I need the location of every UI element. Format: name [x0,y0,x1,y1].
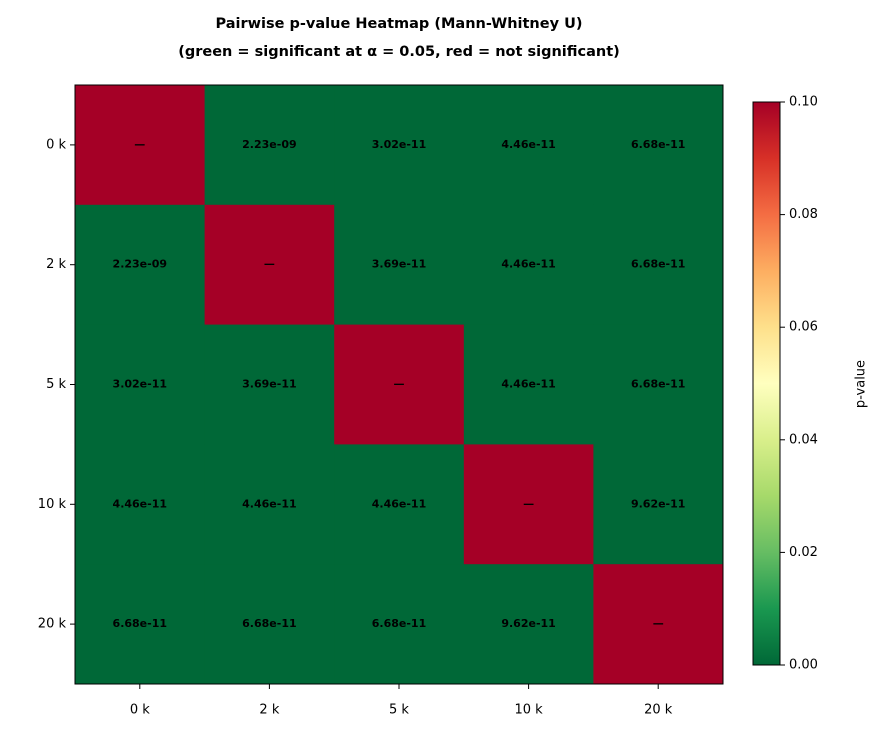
heatmap-cell [204,444,335,565]
y-tick-label: 5 k [46,377,66,392]
cell-label: — [523,497,534,510]
y-tick-label: 20 k [38,617,67,632]
cell-label: 2.23e-09 [242,138,296,151]
colorbar-tick-label: 0.08 [789,207,818,222]
x-tick-label: 2 k [259,703,279,718]
heatmap-cell [463,564,594,685]
heatmap-cell [204,204,335,326]
heatmap-cell [593,444,724,565]
heatmap-cell [593,324,724,445]
x-tick-label: 5 k [389,703,409,718]
y-tick-label: 10 k [38,497,67,512]
cell-label: 6.68e-11 [631,378,685,391]
colorbar-tick-label: 0.02 [789,545,818,560]
heatmap-cell [463,444,594,565]
heatmap-cell [463,324,594,445]
colorbar [752,101,781,666]
heatmap-cell [463,204,594,326]
x-tick-label: 10 k [514,703,543,718]
cell-label: 2.23e-09 [113,258,167,271]
y-tick-label: 0 k [46,137,66,152]
colorbar-tick-label: 0.00 [789,658,818,673]
cell-label: 9.62e-11 [501,617,555,630]
cell-label: 6.68e-11 [631,258,685,271]
cell-label: 4.46e-11 [113,497,167,510]
cell-label: 4.46e-11 [372,497,426,510]
cell-label: 6.68e-11 [113,617,167,630]
cell-label: 4.46e-11 [501,378,555,391]
heatmap-cell [334,324,465,445]
colorbar-tick-label: 0.04 [789,432,818,447]
heatmap-cell [593,204,724,326]
heatmap-cell [334,444,465,565]
cell-label: 3.69e-11 [242,378,296,391]
cell-label: — [394,378,405,391]
cell-label: 6.68e-11 [372,617,426,630]
cell-label: 6.68e-11 [631,138,685,151]
cell-label: — [653,617,664,630]
colorbar-tick-label: 0.06 [789,320,818,335]
heatmap-cell [334,85,465,206]
x-tick-label: 20 k [644,703,673,718]
heatmap-cell [334,204,465,326]
y-tick-label: 2 k [46,257,66,272]
heatmap-cell [204,324,335,445]
colorbar-label: p-value [854,360,869,408]
chart-title: Pairwise p-value Heatmap (Mann-Whitney U… [216,16,583,32]
heatmap-cell [334,564,465,685]
heatmap-cell [75,444,206,565]
cell-label: 6.68e-11 [242,617,296,630]
x-tick-label: 0 k [130,703,150,718]
cell-label: — [134,138,145,151]
heatmap-cell [75,564,206,685]
heatmap-cell [593,564,724,685]
heatmap-cell [75,324,206,445]
heatmap-cell [204,564,335,685]
cell-label: 4.46e-11 [501,258,555,271]
heatmap-cell [463,85,594,206]
heatmap-cell [593,85,724,206]
cell-label: 3.02e-11 [372,138,426,151]
heatmap-cell [75,85,206,206]
cell-label: 4.46e-11 [242,497,296,510]
heatmap-cell [75,204,206,326]
cell-label: 9.62e-11 [631,497,685,510]
colorbar-tick-label: 0.10 [789,95,818,110]
cell-label: 4.46e-11 [501,138,555,151]
cell-label: — [264,258,275,271]
cell-label: 3.02e-11 [113,378,167,391]
chart-subtitle: (green = significant at α = 0.05, red = … [178,44,620,60]
cell-label: 3.69e-11 [372,258,426,271]
heatmap-cell [204,85,335,206]
